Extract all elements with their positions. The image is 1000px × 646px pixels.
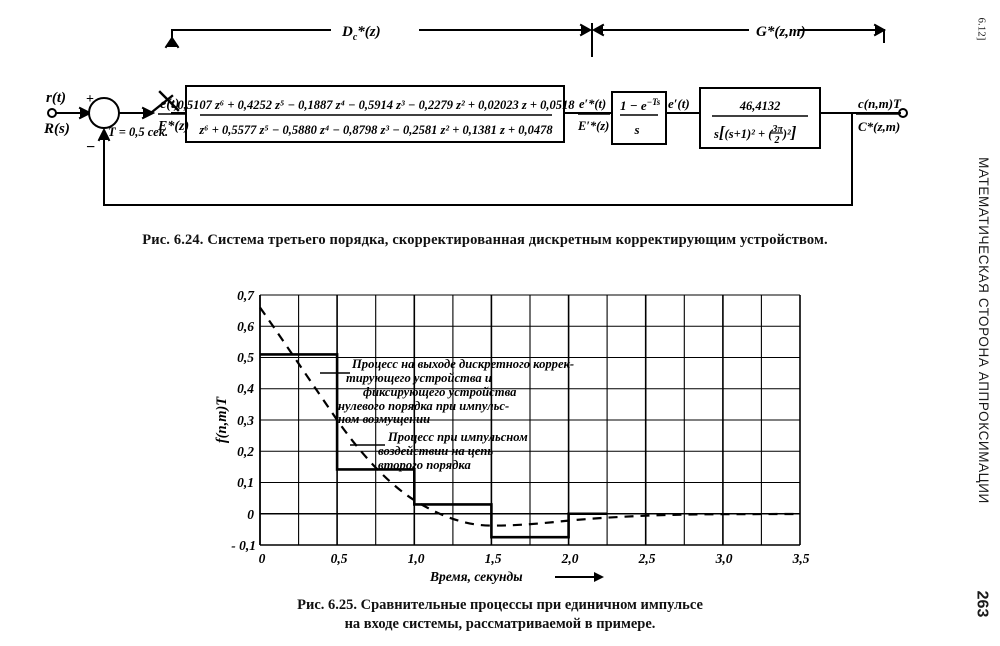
figure-block-diagram: Dc*(z) G*(z,m) r(t) R(s) + − T = 0,5 сек… (0, 0, 950, 225)
sampler-arm (150, 94, 174, 114)
page-number: 263 (966, 582, 996, 626)
chart-y-axis-label: f(n,m)T (214, 396, 230, 443)
input-label-top: r(t) (46, 90, 66, 106)
running-head: МАТЕМАТИЧЕСКАЯ СТОРОНА АППРОКСИМАЦИИ (968, 150, 998, 510)
block-diagram-svg: Dc*(z) G*(z,m) r(t) R(s) + − T = 0,5 сек… (43, 23, 908, 206)
svg-text:0,7: 0,7 (237, 288, 255, 303)
feedback-wire (103, 112, 853, 206)
second-order-response-curve (259, 306, 801, 527)
svg-text:0,6: 0,6 (237, 319, 254, 334)
svg-text:Процесс при импульсном: Процесс при импульсном (387, 430, 528, 444)
chart-svg: Процесс на выходе дискретного коррек- ти… (214, 288, 810, 584)
svg-text:0: 0 (259, 551, 266, 566)
zoh-block (611, 91, 667, 145)
zoh-denominator: s (633, 122, 639, 137)
signal-e-bottom: E*(z) (157, 119, 189, 134)
sampler-cross (158, 90, 180, 112)
svg-text:1,5: 1,5 (485, 551, 502, 566)
annotation-1: Процесс на выходе дискретного коррек- ти… (338, 357, 574, 426)
plant-denominator: s[(s+1)² + (3π)²] (713, 123, 797, 142)
chart-x-axis-arrow (555, 572, 604, 582)
output-terminal (898, 108, 908, 118)
input-terminal (47, 108, 57, 118)
running-head-text: МАТЕМАТИЧЕСКАЯ СТОРОНА АППРОКСИМАЦИИ (975, 156, 991, 504)
input-label-bottom: R(s) (43, 121, 70, 137)
figure-625-caption: Рис. 6.25. Сравнительные процессы при ед… (150, 596, 850, 634)
chart-x-axis-label: Время, секунды (429, 569, 523, 584)
bracket-dc-label: Dc*(z) (341, 24, 381, 43)
svg-text:0,5: 0,5 (331, 551, 348, 566)
svg-text:0,5: 0,5 (237, 350, 254, 365)
bracket-g-right (799, 29, 885, 43)
chart-y-ticklabels: 0,7 0,6 0,5 0,4 0,3 0,2 0,1 0 - 0,1 (231, 288, 256, 553)
page-number-text: 263 (972, 590, 990, 618)
bracket-g-label: G*(z,m) (756, 24, 806, 40)
margin-section-ref-text: 6.12] (974, 17, 987, 41)
zoh-numerator: 1 − e−Ts (620, 97, 661, 113)
plant-block (699, 87, 821, 149)
step-response-curve (260, 353, 607, 539)
svg-text:0,4: 0,4 (237, 381, 254, 396)
svg-text:1,0: 1,0 (408, 551, 425, 566)
figure-625-caption-line1: Рис. 6.25. Сравнительные процессы при ед… (297, 597, 703, 613)
svg-text:тирующего устройства и: тирующего устройства и (346, 371, 492, 385)
margin-section-ref: 6.12] (968, 6, 994, 52)
figure-impulse-response-chart: Процесс на выходе дискретного коррек- ти… (200, 285, 860, 585)
chart-grid (259, 294, 801, 546)
chart-x-ticklabels: 0 0,5 1,0 1,5 2,0 2,5 3,0 3,5 (259, 551, 810, 566)
plant-numerator: 46,4132 (739, 99, 781, 113)
signal-e1star-top: e′*(t) (579, 97, 606, 111)
sum-plus-sign: + (86, 92, 94, 107)
svg-text:0,1: 0,1 (237, 475, 254, 490)
svg-text:- 0,1: - 0,1 (231, 538, 256, 553)
sampler-arrowhead (141, 106, 156, 120)
output-label-bottom: C*(z,m) (858, 119, 900, 134)
svg-text:нулевого порядка при импульс-: нулевого порядка при импульс- (338, 399, 509, 413)
output-label-top: c(n,m)T (858, 96, 902, 111)
svg-text:Процесс на выходе дискретного: Процесс на выходе дискретного коррек- (351, 357, 574, 371)
svg-text:2,0: 2,0 (561, 551, 579, 566)
svg-text:0: 0 (247, 507, 254, 522)
signal-e1-top: e′(t) (668, 96, 690, 111)
svg-text:воздействии на цепь: воздействии на цепь (378, 444, 493, 458)
signal-e1star-bottom: E′*(z) (577, 119, 609, 133)
bracket-dc-left (171, 29, 331, 43)
bracket-g-arrowhead-right (873, 23, 887, 37)
annotation-2: Процесс при импульсном воздействии на це… (378, 430, 528, 472)
plant-denominator-frac-den: 2 (774, 135, 780, 146)
svg-text:0,3: 0,3 (237, 413, 254, 428)
figure-624-caption: Рис. 6.24. Система третьего порядка, ско… (142, 232, 828, 248)
bracket-dc-arrowhead (579, 23, 593, 37)
bracket-g-arrowhead-left (591, 23, 605, 37)
svg-text:3,5: 3,5 (792, 551, 810, 566)
sampler-period-label: T = 0,5 сек. (108, 125, 168, 139)
figure-625-caption-line2: на входе системы, рассматриваемой в прим… (344, 616, 656, 633)
svg-text:0,2: 0,2 (237, 444, 254, 459)
svg-text:2,5: 2,5 (638, 551, 656, 566)
svg-text:второго порядка: второго порядка (378, 458, 471, 472)
svg-text:ном возмущении: ном возмущении (338, 412, 430, 426)
bracket-dc-corner-arrow (164, 36, 180, 49)
feedback-arrowhead (97, 127, 111, 142)
signal-e-top: e(t) (160, 97, 179, 112)
svg-text:3,0: 3,0 (715, 551, 733, 566)
compensator-denominator: z⁶ + 0,5577 z⁵ − 0,5880 z⁴ − 0,8798 z³ −… (198, 123, 553, 137)
sum-minus-sign: − (86, 139, 95, 156)
svg-text:фиксирующего устройства: фиксирующего устройства (363, 385, 516, 399)
compensator-numerator: 0,5107 z⁶ + 0,4252 z⁵ − 0,1887 z⁴ − 0,59… (178, 98, 576, 112)
